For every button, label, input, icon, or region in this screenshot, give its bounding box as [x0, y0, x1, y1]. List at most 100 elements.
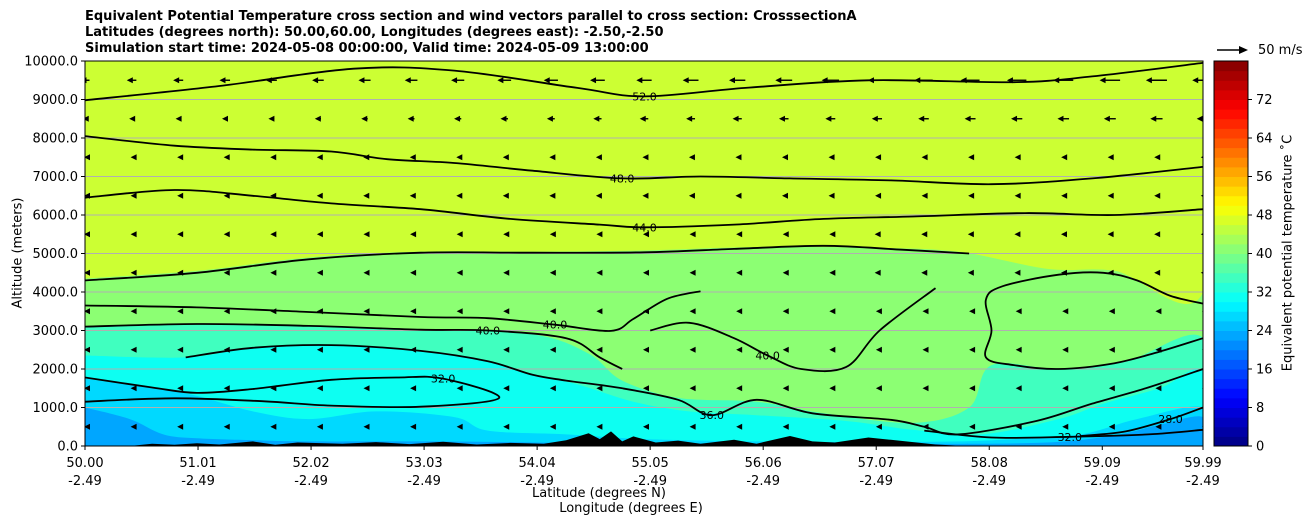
- wind-vector: [1014, 269, 1021, 276]
- wind-vector: [1015, 308, 1022, 315]
- wind-vector: [643, 385, 649, 392]
- y-tick-label: 2000.0: [33, 363, 79, 378]
- wind-vector-head: [875, 385, 882, 392]
- wind-vector: [410, 423, 417, 430]
- wind-vector-head: [969, 346, 976, 353]
- wind-vector-head: [1200, 271, 1203, 274]
- wind-vector: [596, 346, 603, 353]
- x-tick-label-lon: -2.49: [181, 474, 215, 489]
- colorbar-segment: [1214, 195, 1248, 206]
- x-tick-label-lat: 57.07: [858, 456, 895, 471]
- wind-vector-head: [85, 385, 90, 392]
- reference-vector-label: 50 m/s: [1258, 43, 1303, 58]
- wind-vector: [922, 423, 929, 430]
- wind-vector-head: [503, 346, 510, 353]
- wind-vector: [967, 269, 974, 276]
- colorbar-segment: [1214, 369, 1248, 380]
- wind-vector-head: [875, 423, 882, 430]
- wind-vector-head: [828, 192, 835, 199]
- wind-vector: [130, 231, 137, 238]
- colorbar-segment: [1214, 80, 1248, 91]
- x-tick-label-lon: -2.49: [1186, 474, 1220, 489]
- wind-vector-head: [689, 385, 696, 392]
- wind-vector: [1061, 192, 1068, 199]
- wind-vector-head: [410, 346, 417, 353]
- wind-vector: [316, 385, 323, 392]
- wind-vector-head: [130, 423, 137, 430]
- wind-vector: [825, 115, 836, 122]
- wind-vector-head: [1200, 233, 1203, 236]
- wind-vector: [1011, 115, 1023, 122]
- wind-vector: [642, 154, 649, 161]
- wind-vector-head: [503, 308, 510, 315]
- wind-vector: [921, 231, 928, 238]
- x-tick-label-lon: -2.49: [407, 474, 441, 489]
- wind-vector-head: [223, 231, 230, 238]
- wind-vector: [1014, 192, 1021, 199]
- wind-vector-head: [960, 77, 967, 84]
- wind-vector-head: [85, 346, 90, 353]
- wind-vector-head: [1103, 115, 1110, 122]
- wind-vector: [410, 346, 417, 353]
- wind-vector: [922, 346, 929, 353]
- colorbar-segment: [1214, 99, 1248, 110]
- colorbar-tick-label: 72: [1256, 93, 1273, 108]
- wind-vector: [875, 385, 882, 392]
- contour-label: 52.0: [632, 90, 657, 103]
- wind-vector-head: [736, 423, 743, 430]
- wind-vector: [363, 385, 370, 392]
- wind-vector: [503, 385, 510, 392]
- wind-vector: [270, 385, 277, 392]
- wind-vector: [1155, 423, 1162, 430]
- wind-vector: [969, 385, 976, 392]
- wind-vector: [682, 77, 699, 84]
- wind-vector: [314, 115, 322, 122]
- wind-vector-head: [636, 77, 643, 84]
- wind-vector: [456, 231, 463, 238]
- wind-vector-head: [1108, 308, 1115, 315]
- wind-vector-head: [1108, 346, 1115, 353]
- wind-vector-head: [130, 269, 137, 276]
- wind-vector: [1155, 346, 1162, 353]
- colorbar-segment: [1214, 330, 1248, 341]
- wind-vector: [968, 192, 975, 199]
- wind-vector-head: [223, 346, 230, 353]
- wind-vector-head: [503, 385, 510, 392]
- wind-vector-head: [682, 77, 689, 84]
- wind-vector-head: [270, 346, 277, 353]
- contour-line: [85, 375, 501, 409]
- wind-vector-head: [361, 115, 368, 122]
- wind-vector-head: [85, 154, 90, 161]
- wind-vector-head: [1107, 269, 1114, 276]
- wind-vector: [404, 77, 418, 84]
- wind-vector-head: [1200, 156, 1203, 159]
- wind-vector: [85, 308, 90, 315]
- wind-vector: [316, 423, 323, 430]
- wind-vector-head: [1015, 385, 1022, 392]
- wind-vector-head: [782, 154, 789, 161]
- wind-vector-head: [1155, 385, 1162, 392]
- wind-vector-head: [689, 308, 696, 315]
- wind-vector: [85, 192, 90, 199]
- wind-vector: [1014, 154, 1021, 161]
- wind-vector: [778, 115, 789, 122]
- wind-vector-head: [782, 385, 789, 392]
- y-tick-label: 7000.0: [33, 170, 79, 185]
- wind-vector-head: [409, 154, 416, 161]
- wind-vector-head: [549, 192, 556, 199]
- wind-vector: [689, 231, 696, 238]
- wind-vector: [732, 115, 742, 122]
- wind-vector-head: [1062, 308, 1069, 315]
- wind-vector: [316, 269, 323, 276]
- wind-vector: [85, 423, 90, 430]
- wind-vector: [782, 154, 789, 161]
- wind-vector-head: [1057, 115, 1064, 122]
- x-axis-label-latitude: Latitude (degrees N): [532, 486, 666, 501]
- wind-vector: [177, 269, 184, 276]
- wind-vector-head: [921, 154, 928, 161]
- wind-vector: [1062, 308, 1069, 315]
- wind-vector-head: [964, 115, 971, 122]
- wind-vector-head: [265, 77, 272, 84]
- wind-vector-head: [1062, 423, 1069, 430]
